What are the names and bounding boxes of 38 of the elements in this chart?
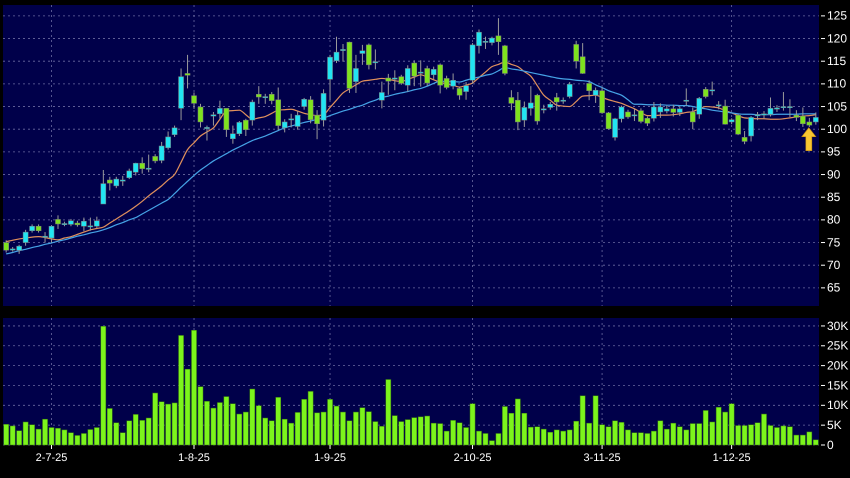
- candlestick: [210, 111, 216, 126]
- candlestick: [184, 54, 190, 89]
- x-tick-label: 3-11-25: [584, 452, 621, 464]
- candlestick: [198, 103, 204, 128]
- y-tick-label: 70: [827, 258, 841, 272]
- y-tick-label: 115: [827, 54, 846, 68]
- x-tick-label: 1-8-25: [178, 452, 210, 464]
- candlestick: [22, 229, 28, 246]
- candlestick: [204, 125, 210, 142]
- y-tick-label: 20K: [827, 358, 848, 372]
- y-tick-label: 75: [827, 235, 841, 250]
- y-tick-label: 65: [827, 280, 841, 295]
- y-tick-label: 10K: [827, 398, 848, 412]
- candlestick: [100, 170, 106, 205]
- y-tick-label: 110: [827, 76, 846, 91]
- candlestick: [191, 92, 197, 110]
- y-tick-label: 85: [827, 190, 841, 204]
- y-tick-label: 15K: [827, 378, 848, 392]
- y-tick-label: 25K: [827, 338, 848, 353]
- x-tick-label: 1-12-25: [712, 452, 751, 464]
- x-tick-label: 2-10-25: [454, 452, 492, 464]
- candlestick: [748, 116, 754, 142]
- x-tick-label: 2-7-25: [36, 452, 68, 464]
- y-tick-label: 5K: [827, 418, 842, 432]
- candlestick: [742, 130, 748, 145]
- y-tick-label: 100: [827, 122, 848, 136]
- candlestick: [566, 82, 572, 99]
- candlestick: [172, 125, 178, 138]
- candlestick: [379, 81, 385, 109]
- y-tick-label: 95: [827, 144, 841, 159]
- y-tick-label: 120: [827, 31, 848, 46]
- y-tick-label: 125: [827, 8, 848, 23]
- y-tick-label: 80: [827, 212, 841, 227]
- y-tick-label: 0: [827, 438, 834, 452]
- y-tick-label: 105: [827, 99, 848, 114]
- y-tick-label: 30K: [827, 318, 848, 333]
- x-tick-label: 1-9-25: [314, 452, 346, 464]
- y-tick-label: 90: [827, 167, 841, 182]
